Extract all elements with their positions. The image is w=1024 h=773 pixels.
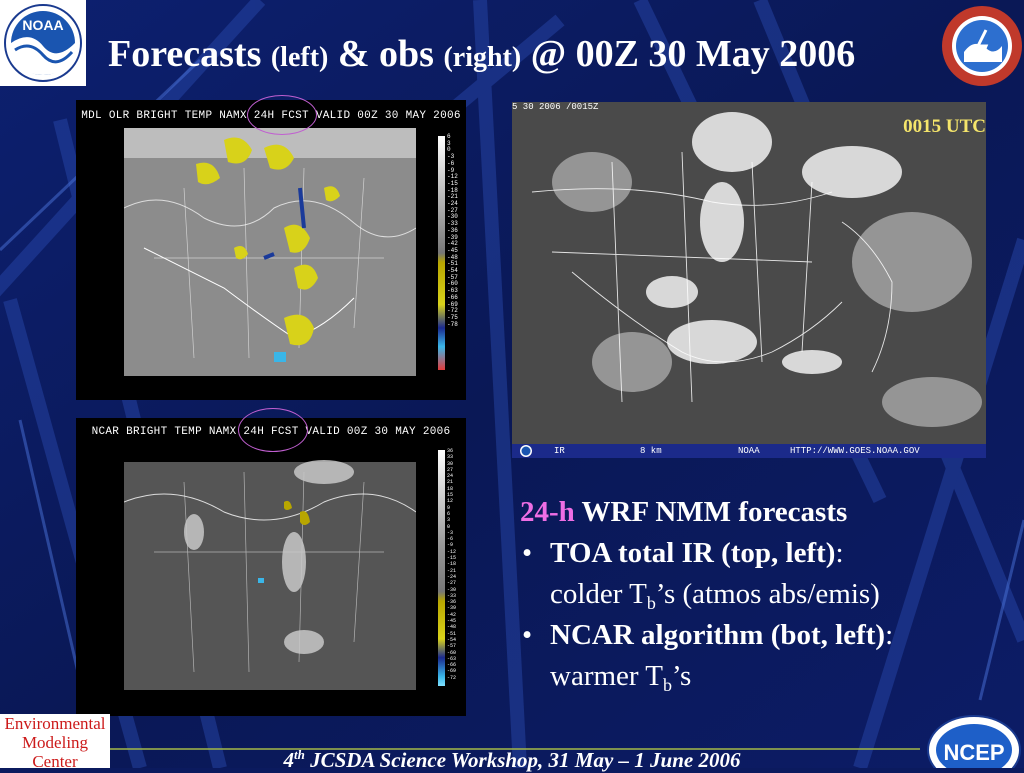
lead-highlight: 24-h (520, 496, 575, 528)
bullet-toa-colon: : (835, 537, 844, 569)
title-date: @ 00Z 30 May 2006 (521, 33, 856, 75)
sat-agency: NOAA (738, 446, 760, 456)
bullet-ncar-detail-a: warmer T (550, 660, 663, 692)
mdl-colorbar (438, 136, 445, 370)
ncep-logo-text: NCEP (943, 740, 1004, 765)
mdl-colorbar-labels: 6 3 0 -3 -6 -9 -12 -15 -18 -21 -24 -27 -… (447, 133, 458, 328)
slide-title: Forecasts (left) & obs (right) @ 00Z 30 … (108, 30, 855, 82)
bullet-toa-detail-b: ’s (atmos abs/emis) (655, 578, 880, 610)
bullet-toa-paren: ) (825, 537, 836, 569)
goes-ir-satellite-image: 5 30 2006 /0015Z 0015 UTC IR 8 km NOAA H… (512, 102, 986, 458)
sat-footer-bar: IR 8 km NOAA HTTP://WWW.GOES.NOAA.GOV (512, 444, 986, 458)
footer-event: JCSDA Science Workshop, 31 May – 1 June … (304, 748, 741, 772)
sat-band: IR (554, 446, 565, 456)
bullet-toa-title: TOA total IR (top, left (550, 537, 826, 569)
title-obs: & obs (328, 33, 444, 75)
ncep-logo: NCEP (924, 712, 1024, 773)
mdl-panel-header: MDL OLR BRIGHT TEMP NAMX 24H FCST VALID … (81, 110, 461, 122)
noaa-logo-text: NOAA (22, 17, 63, 33)
forecast-description: 24-h WRF NMM forecasts • TOA total IR (t… (520, 492, 1000, 697)
sat-resolution: 8 km (640, 446, 662, 456)
noaa-mini-icon (520, 445, 532, 457)
footer-ordinal: 4 (283, 748, 295, 772)
mdl-forecast-map (124, 128, 416, 376)
footer-ordinal-suffix: th (294, 747, 305, 762)
mdl-forecast-panel: MDL OLR BRIGHT TEMP NAMX 24H FCST VALID … (76, 100, 466, 400)
bullet-toa-detail-a: colder T (550, 578, 647, 610)
bullet-toa-sub: b (646, 593, 656, 613)
workshop-footer: 4th JCSDA Science Workshop, 31 May – 1 J… (0, 742, 1024, 773)
sat-url: HTTP://WWW.GOES.NOAA.GOV (790, 446, 920, 456)
title-forecasts: Forecasts (108, 33, 271, 75)
bullet-ncar-title: NCAR algorithm (bot, left (550, 619, 876, 651)
lead-rest: WRF NMM forecasts (574, 496, 848, 528)
bullet-ncar-sub: b (663, 675, 672, 695)
ncar-forecast-map (124, 442, 416, 690)
bullet-toa: • TOA total IR (top, left): colder Tb’s … (520, 533, 1000, 615)
sat-timestamp: 5 30 2006 /0015Z (512, 102, 599, 112)
emc-logo-text: Environmental Modeling Center (0, 714, 110, 768)
ncar-panel-header: NCAR BRIGHT TEMP NAMX 24H FCST VALID 00Z… (91, 426, 451, 438)
ncar-colorbar-labels: 36 33 30 27 24 21 18 15 12 9 6 3 0 -3 -6… (447, 448, 457, 681)
ncar-colorbar (438, 450, 445, 686)
bullet-ncar-detail-b: ’s (672, 660, 692, 692)
bullet-ncar: • NCAR algorithm (bot, left): warmer Tb’… (520, 615, 1000, 697)
lead-line: 24-h WRF NMM forecasts (520, 492, 1000, 533)
title-right: (right) (443, 42, 522, 73)
noaa-logo: NOAA (0, 0, 86, 86)
bullet-dot: • (522, 537, 533, 569)
bullet-ncar-colon: : (885, 619, 894, 651)
ncar-forecast-panel: NCAR BRIGHT TEMP NAMX 24H FCST VALID 00Z… (76, 418, 466, 716)
sat-utc-label: 0015 UTC (903, 116, 986, 137)
nws-logo (940, 2, 1024, 90)
title-left: (left) (270, 42, 329, 73)
bullet-dot: • (522, 619, 533, 651)
bullet-ncar-paren: ) (875, 619, 886, 651)
